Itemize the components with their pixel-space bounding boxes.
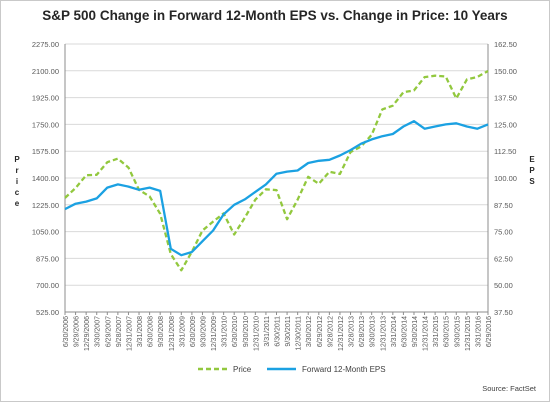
x-tick-label: 3/31/2011: [264, 316, 271, 347]
left-axis-title: P r i c e: [14, 155, 20, 208]
right-tick-label: 37.50: [494, 308, 513, 317]
x-tick-label: 6/28/2013: [359, 316, 366, 347]
left-tick-label: 1400.00: [32, 174, 59, 183]
x-tick-label: 9/30/2011: [285, 316, 292, 347]
x-tick-label: 12/31/2010: [253, 316, 260, 351]
x-tick-label: 9/30/2015: [454, 316, 461, 347]
x-tick-label: 6/30/2006: [63, 316, 70, 347]
right-tick-label: 137.50: [494, 94, 517, 103]
left-tick-label: 1225.00: [32, 201, 59, 210]
x-tick-label: 3/28/2013: [349, 316, 356, 347]
left-tick-label: 1750.00: [32, 120, 59, 129]
x-tick-label: 9/30/2009: [200, 316, 207, 347]
x-tick-label: 12/31/2008: [169, 316, 176, 351]
x-tick-label: 6/30/2008: [148, 316, 155, 347]
x-tick-label: 12/31/2009: [211, 316, 218, 351]
legend: Price Forward 12-Month EPS: [198, 365, 386, 374]
x-tick-label: 6/30/2014: [401, 316, 408, 347]
left-tick-label: 1050.00: [32, 228, 59, 237]
legend-price-label: Price: [233, 365, 252, 374]
x-tick-label: 9/30/2008: [158, 316, 165, 347]
svg-text:c: c: [15, 188, 20, 197]
left-tick-label: 1925.00: [32, 94, 59, 103]
right-axis-ticks: 162.50 150.00 137.50 125.00 112.50 100.00 87.5…: [494, 40, 517, 317]
svg-text:e: e: [15, 199, 20, 208]
right-tick-label: 50.00: [494, 281, 513, 290]
x-tick-label: 6/30/2009: [190, 316, 197, 347]
x-tick-label: 6/30/2015: [444, 316, 451, 347]
svg-text:r: r: [15, 166, 18, 175]
x-tick-label: 6/29/2016: [486, 316, 493, 347]
eps-series-line: [64, 120, 489, 257]
svg-text:E: E: [529, 155, 535, 164]
x-tick-label: 9/30/2010: [243, 316, 250, 347]
x-tick-label: 12/31/2015: [465, 316, 472, 351]
x-tick-label: 6/30/2010: [232, 316, 239, 347]
x-tick-label: 9/28/2012: [327, 316, 334, 347]
x-tick-label: 3/31/2010: [222, 316, 229, 347]
right-tick-label: 125.00: [494, 120, 517, 129]
left-tick-label: 525.00: [36, 308, 59, 317]
right-tick-label: 100.00: [494, 174, 517, 183]
gridlines: [64, 43, 489, 313]
right-axis-title: E P S: [529, 155, 535, 186]
svg-text:i: i: [16, 177, 18, 186]
left-axis-ticks: 2275.00 2100.00 1925.00 1750.00 1575.00 1400.…: [32, 40, 59, 317]
x-tick-label: 6/29/2012: [317, 316, 324, 347]
x-tick-label: 6/30/2011: [275, 316, 282, 347]
x-tick-label: 9/28/2007: [116, 316, 123, 347]
right-tick-label: 75.00: [494, 228, 513, 237]
x-tick-label: 3/31/2014: [391, 316, 398, 347]
x-tick-label: 12/29/2006: [84, 316, 91, 351]
left-tick-label: 2275.00: [32, 40, 59, 49]
right-tick-label: 62.50: [494, 254, 513, 263]
x-tick-label: 12/30/2011: [296, 316, 303, 351]
x-tick-label: 12/31/2007: [126, 316, 133, 351]
svg-text:P: P: [14, 155, 20, 164]
legend-eps-label: Forward 12-Month EPS: [302, 365, 386, 374]
right-tick-label: 87.50: [494, 201, 513, 210]
svg-text:S: S: [529, 177, 535, 186]
x-tick-label: 9/29/2006: [74, 316, 81, 347]
x-tick-label: 9/30/2013: [370, 316, 377, 347]
x-tick-label: 3/30/2007: [95, 316, 102, 347]
x-axis-ticks: 6/30/2006 9/29/2006 12/29/2006 3/30/2007 6/2…: [63, 312, 493, 351]
x-tick-label: 3/31/2008: [137, 316, 144, 347]
right-tick-label: 162.50: [494, 40, 517, 49]
x-tick-label: 3/31/2016: [475, 316, 482, 347]
left-tick-label: 1575.00: [32, 147, 59, 156]
x-tick-label: 9/30/2014: [412, 316, 419, 347]
x-tick-label: 3/30/2012: [306, 316, 313, 347]
series-layer: [64, 69, 489, 272]
left-tick-label: 700.00: [36, 281, 59, 290]
source-note: Source: FactSet: [482, 384, 537, 393]
left-tick-label: 2100.00: [32, 67, 59, 76]
x-tick-label: 3/31/2009: [179, 316, 186, 347]
right-tick-label: 150.00: [494, 67, 517, 76]
left-tick-label: 875.00: [36, 254, 59, 263]
x-tick-label: 3/31/2015: [433, 316, 440, 347]
x-tick-label: 6/29/2007: [105, 316, 112, 347]
x-tick-label: 12/31/2013: [380, 316, 387, 351]
chart-title: S&P 500 Change in Forward 12-Month EPS v…: [42, 8, 507, 23]
right-tick-label: 112.50: [494, 147, 516, 156]
price-series-line: [64, 69, 489, 272]
x-tick-label: 12/31/2012: [338, 316, 345, 351]
svg-text:P: P: [529, 166, 535, 175]
x-tick-label: 12/31/2014: [423, 316, 430, 351]
